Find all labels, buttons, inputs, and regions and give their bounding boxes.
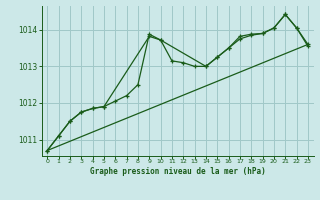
X-axis label: Graphe pression niveau de la mer (hPa): Graphe pression niveau de la mer (hPa) [90,167,266,176]
